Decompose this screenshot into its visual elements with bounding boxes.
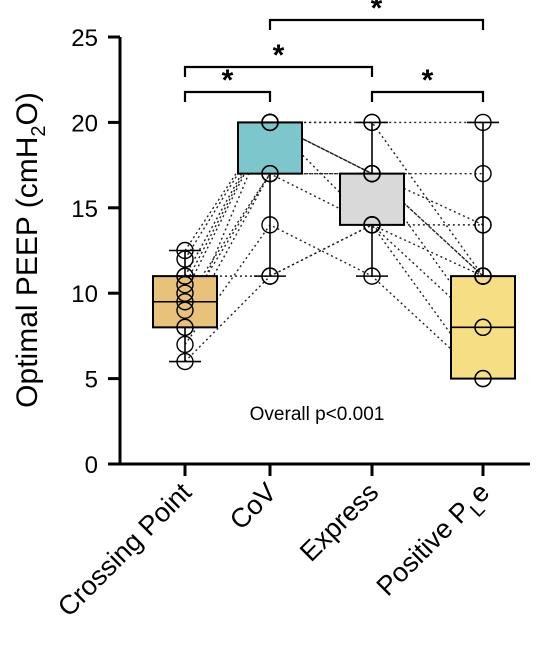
subject-line bbox=[185, 224, 483, 277]
y-tick-label: 5 bbox=[85, 367, 98, 394]
bracket bbox=[183, 90, 272, 102]
data-point bbox=[176, 284, 194, 302]
y-ticks: 0 5 10 15 20 25 bbox=[71, 25, 120, 479]
axes bbox=[118, 37, 530, 466]
data-point bbox=[261, 216, 279, 234]
subject-line bbox=[184, 224, 484, 363]
subject-line bbox=[184, 121, 483, 285]
paired-lines bbox=[184, 121, 484, 380]
data-point bbox=[176, 241, 194, 260]
y-tick-label: 25 bbox=[71, 25, 98, 52]
data-point bbox=[261, 267, 279, 285]
data-point bbox=[474, 113, 492, 132]
category-label: Positive PLe bbox=[371, 477, 501, 607]
category-label: Express bbox=[294, 477, 384, 567]
data-point bbox=[261, 113, 279, 132]
subject-line bbox=[184, 121, 484, 277]
bracket bbox=[268, 18, 485, 30]
overall-p-annotation: Overall p<0.001 bbox=[250, 404, 385, 425]
y-tick-label: 0 bbox=[85, 452, 98, 479]
data-point bbox=[474, 318, 492, 337]
bracket bbox=[183, 65, 374, 77]
subject-line bbox=[184, 121, 484, 380]
subject-line bbox=[184, 172, 484, 328]
data-point bbox=[474, 164, 492, 183]
data-point bbox=[261, 164, 279, 183]
significance-star: * bbox=[273, 39, 285, 72]
data-point bbox=[176, 352, 194, 371]
y-axis-label: Optimal PEEP (cmH2O) bbox=[11, 92, 50, 408]
data-point bbox=[176, 267, 194, 285]
data-point bbox=[474, 216, 492, 234]
y-tick-label: 20 bbox=[71, 110, 98, 137]
data-points bbox=[176, 113, 492, 388]
boxes bbox=[152, 121, 516, 380]
subject-line bbox=[184, 121, 483, 294]
subject-line bbox=[184, 172, 484, 328]
y-tick-label: 10 bbox=[71, 281, 98, 308]
significance-brackets: * * * * bbox=[183, 0, 485, 102]
subject-line bbox=[184, 223, 484, 380]
data-point bbox=[363, 267, 381, 285]
data-point bbox=[176, 293, 194, 311]
subject-line bbox=[184, 121, 484, 328]
subject-line bbox=[184, 172, 484, 311]
significance-star: * bbox=[371, 0, 383, 25]
bracket bbox=[370, 90, 485, 102]
data-point bbox=[474, 267, 492, 285]
data-point bbox=[176, 318, 194, 337]
data-point bbox=[474, 369, 492, 388]
data-point bbox=[176, 275, 194, 294]
category-label: CoV bbox=[224, 477, 282, 535]
data-point bbox=[176, 335, 194, 354]
significance-star: * bbox=[422, 64, 434, 97]
data-point bbox=[176, 301, 194, 319]
data-point bbox=[176, 250, 194, 268]
y-tick-label: 15 bbox=[71, 196, 98, 223]
category-label: Crossing Point bbox=[52, 477, 198, 623]
data-point bbox=[363, 216, 381, 234]
data-point bbox=[363, 113, 381, 132]
data-point bbox=[363, 164, 381, 183]
subject-line bbox=[184, 121, 484, 277]
significance-star: * bbox=[222, 64, 234, 97]
